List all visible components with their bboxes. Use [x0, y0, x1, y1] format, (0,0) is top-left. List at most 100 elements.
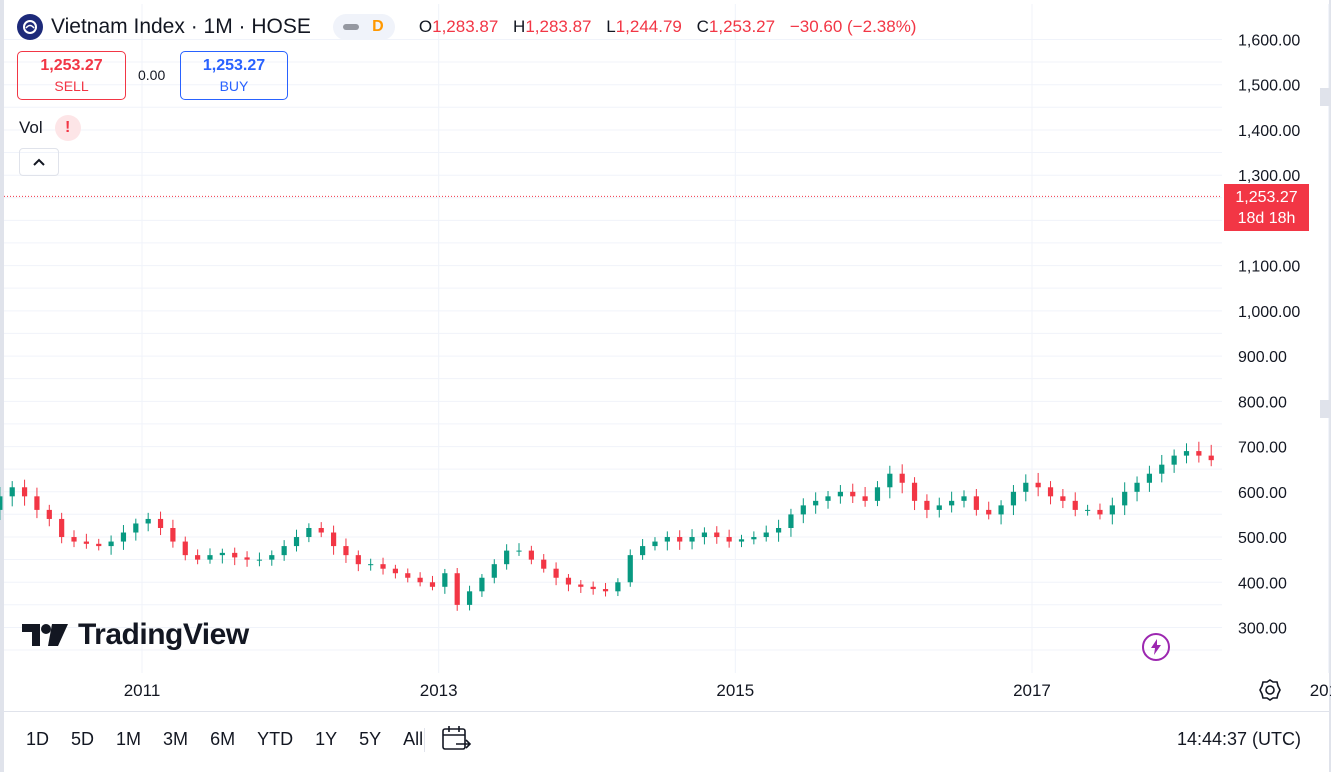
ohlc-readout: O1,283.87 H1,283.87 L1,244.79 C1,253.27 …	[419, 17, 927, 37]
right-panel-handle-top[interactable]	[1320, 88, 1331, 106]
high-value: 1,283.87	[525, 17, 592, 36]
chevron-up-icon	[33, 158, 45, 166]
candle-body	[837, 491, 843, 497]
range-5d[interactable]: 5D	[71, 729, 95, 749]
y-tick-label: 800.00	[1238, 394, 1287, 411]
volume-label: Vol	[19, 118, 43, 137]
right-panel-handle-mid[interactable]	[1320, 400, 1331, 418]
candle-body	[775, 527, 782, 533]
range-6m[interactable]: 6M	[210, 729, 236, 749]
candle-body	[602, 589, 609, 592]
market-status-pill[interactable]: D	[332, 14, 395, 40]
candle-body	[504, 550, 510, 565]
range-5y[interactable]: 5Y	[359, 729, 382, 749]
candle-body	[738, 539, 745, 542]
range-selector: 1D 5D 1M 3M 6M YTD 1Y 5Y All	[26, 729, 445, 750]
candle-body	[281, 546, 287, 556]
candle-body	[83, 541, 89, 544]
candle-body	[1183, 451, 1190, 456]
y-tick-label: 1,300.00	[1238, 168, 1300, 185]
low-value: 1,244.79	[615, 17, 682, 36]
candle-body	[652, 541, 658, 547]
symbol-title[interactable]: Vietnam Index · 1M · HOSE	[51, 15, 311, 38]
candle-body	[1134, 482, 1140, 492]
sell-button[interactable]: 1,253.27 SELL	[17, 51, 126, 100]
range-ytd[interactable]: YTD	[257, 729, 294, 749]
candle-body	[590, 586, 596, 590]
settings-gear-icon[interactable]	[1258, 678, 1282, 702]
y-tick-label: 300.00	[1238, 621, 1287, 638]
data-delay-badge: D	[372, 18, 384, 35]
current-price: 1,253.27	[1235, 189, 1298, 206]
range-1d[interactable]: 1D	[26, 729, 50, 749]
y-tick-label: 500.00	[1238, 530, 1287, 547]
candle-body	[553, 568, 559, 578]
candle-body	[664, 537, 670, 542]
candle-body	[219, 552, 225, 556]
candle-body	[998, 505, 1004, 515]
candle-body	[1122, 491, 1128, 506]
y-tick-label: 900.00	[1238, 349, 1287, 366]
candle-body	[318, 527, 324, 533]
buy-button[interactable]: 1,253.27 BUY	[180, 51, 288, 100]
candle-body	[1010, 491, 1017, 506]
candle-body	[701, 532, 708, 538]
buy-label: BUY	[219, 78, 249, 94]
tradingview-logo[interactable]: TradingView	[22, 618, 249, 652]
range-1m[interactable]: 1M	[116, 729, 142, 749]
market-closed-icon	[342, 24, 359, 30]
candle-body	[466, 591, 473, 605]
candle-body	[887, 473, 893, 488]
candle-body	[195, 555, 201, 560]
candle-body	[813, 500, 819, 506]
candle-body	[986, 509, 992, 515]
candle-body	[1085, 509, 1091, 511]
candle-body	[133, 523, 139, 533]
open-value: 1,283.87	[432, 17, 499, 36]
candle-body	[120, 532, 127, 542]
tradingview-wordmark: TradingView	[78, 618, 249, 651]
candle-body	[479, 577, 485, 592]
calendar-goto-icon[interactable]	[440, 724, 472, 754]
warning-icon[interactable]: !	[54, 115, 81, 141]
candle-body	[862, 496, 868, 501]
high-label: H	[513, 17, 526, 36]
range-all[interactable]: All	[403, 729, 424, 749]
sell-label: SELL	[54, 78, 89, 94]
candle-body	[0, 496, 3, 510]
candle-body	[763, 532, 769, 538]
candle-body	[924, 500, 930, 510]
header-bar: Vietnam Index · 1M · HOSE D O1,283.87 H1…	[17, 12, 926, 42]
candle-body	[46, 509, 52, 519]
volume-indicator[interactable]: Vol !	[19, 115, 81, 141]
candle-body	[21, 487, 28, 497]
candle-body	[380, 564, 386, 569]
range-3m[interactable]: 3M	[163, 729, 189, 749]
x-tick-label: 2015	[716, 681, 754, 700]
candle-body	[874, 487, 881, 501]
close-value: 1,253.27	[708, 17, 776, 36]
utc-clock[interactable]: 14:44:37 (UTC)	[1176, 729, 1301, 749]
candle-body	[71, 537, 77, 542]
candle-body	[615, 582, 621, 592]
candle-body	[293, 537, 300, 547]
bottom-toolbar: 1D 5D 1M 3M 6M YTD 1Y 5Y All 14:44:37 (U…	[4, 711, 1329, 769]
candle-body	[973, 496, 979, 510]
collapse-indicators-button[interactable]	[19, 148, 59, 176]
candle-body	[726, 537, 732, 542]
candle-body	[751, 537, 757, 540]
lightning-icon[interactable]	[1142, 633, 1170, 661]
candle-body	[145, 518, 151, 524]
candle-body	[677, 537, 683, 542]
y-tick-label: 700.00	[1238, 440, 1287, 457]
candle-body	[949, 500, 955, 506]
candle-body	[182, 541, 188, 556]
vietnam-flag-icon	[17, 14, 43, 40]
y-tick-label: 400.00	[1238, 575, 1287, 592]
range-1y[interactable]: 1Y	[315, 729, 338, 749]
candle-body	[368, 564, 374, 566]
candle-body	[788, 514, 794, 528]
candle-body	[1109, 505, 1115, 515]
